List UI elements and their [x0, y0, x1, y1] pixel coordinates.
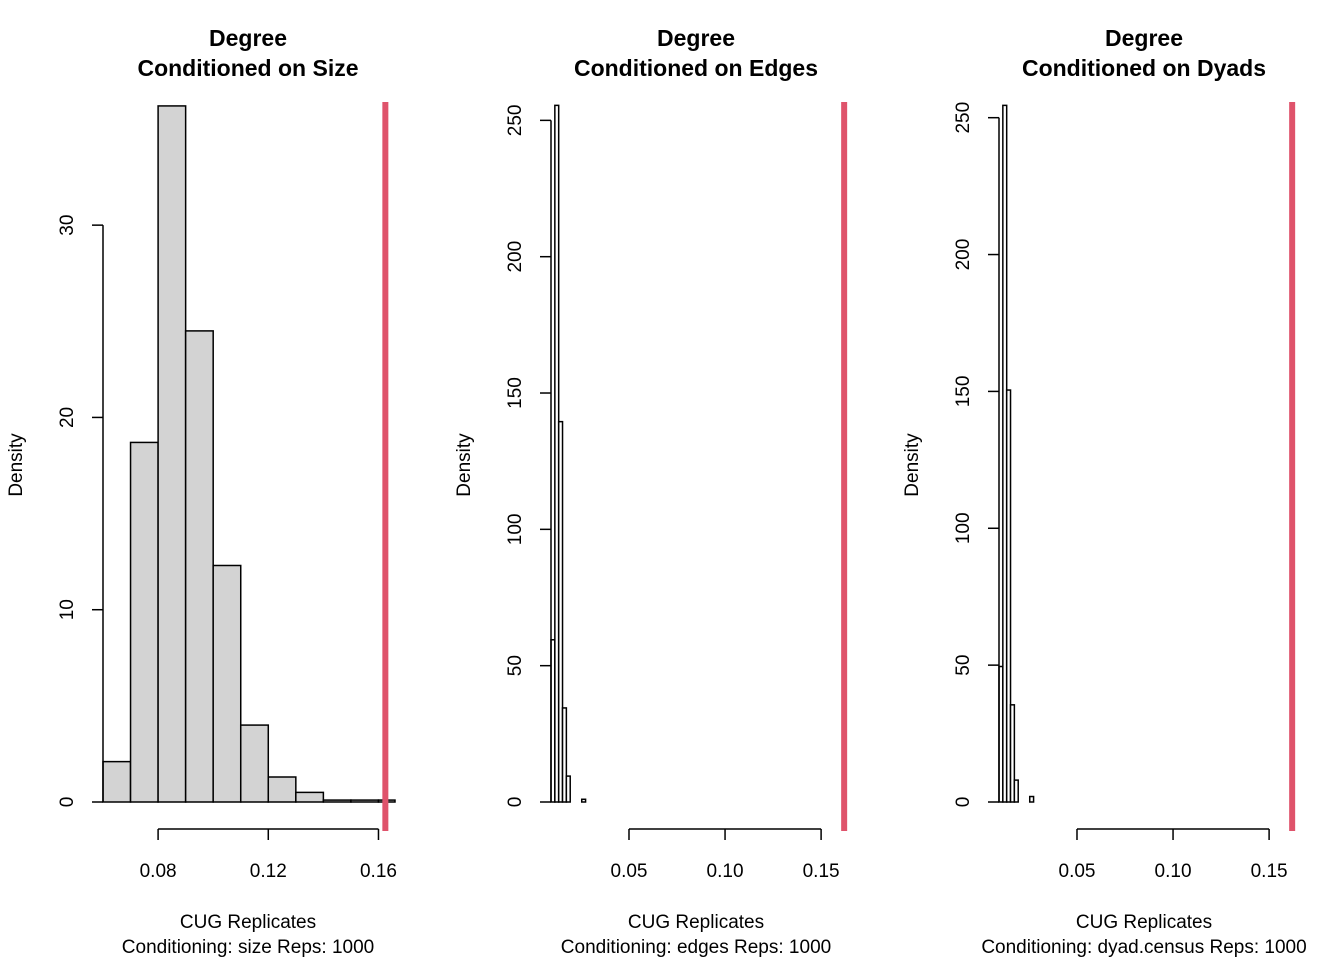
x-axis-label-line1: CUG Replicates [628, 912, 764, 933]
histogram-bar [1028, 795, 1035, 803]
y-axis: 0 10 20 30 [57, 215, 104, 808]
histogram-bar [184, 330, 214, 803]
histogram-bars [102, 105, 396, 803]
y-tick-label: 20 [57, 407, 78, 428]
x-tick-label: 0.16 [360, 861, 397, 882]
y-tick-label: 150 [505, 377, 526, 409]
y-tick-label: 10 [57, 599, 78, 620]
chart-title-line1: Degree [1105, 25, 1183, 51]
y-tick-label: 50 [953, 655, 974, 676]
panel-size: Degree Conditioned on Size 0 10 20 30 0.08 0.12… [6, 25, 397, 958]
histogram-bar [129, 441, 159, 803]
x-axis-label-line2: Conditioning: size Reps: 1000 [122, 937, 374, 958]
y-tick-label: 100 [953, 512, 974, 544]
x-axis-label-line1: CUG Replicates [180, 912, 316, 933]
chart-title-line2: Conditioned on Size [137, 55, 358, 81]
y-tick-label: 250 [953, 102, 974, 134]
y-tick-label: 30 [57, 215, 78, 236]
histogram-bar [322, 799, 352, 803]
y-tick-label: 0 [953, 797, 974, 808]
y-axis: 0 50 100 150 200 250 [953, 102, 1000, 808]
chart-title-line2: Conditioned on Edges [574, 55, 818, 81]
x-tick-label: 0.08 [140, 861, 177, 882]
x-tick-label: 0.15 [1251, 861, 1288, 882]
y-tick-label: 0 [57, 797, 78, 808]
histogram-bar [212, 564, 242, 803]
chart-title-line1: Degree [209, 25, 287, 51]
y-axis-label: Density [6, 433, 27, 497]
x-tick-label: 0.05 [611, 861, 648, 882]
y-axis: 0 50 100 150 200 250 [505, 105, 552, 808]
histogram-bar [157, 105, 187, 803]
y-axis-label: Density [902, 433, 923, 497]
x-tick-label: 0.12 [250, 861, 287, 882]
chart-title-line2: Conditioned on Dyads [1022, 55, 1266, 81]
histogram-bar [239, 724, 270, 803]
x-tick-label: 0.10 [707, 861, 744, 882]
histogram-bar [557, 420, 564, 803]
chart-title-line1: Degree [657, 25, 735, 51]
histogram-bars [998, 104, 1035, 803]
histogram-bar [561, 707, 568, 803]
histogram-bar [350, 799, 380, 803]
histogram-bar [565, 775, 571, 803]
y-tick-label: 150 [953, 376, 974, 408]
x-tick-label: 0.05 [1059, 861, 1096, 882]
x-tick-label: 0.10 [1155, 861, 1192, 882]
x-axis: 0.05 0.10 0.15 [1059, 828, 1288, 882]
histogram-bar [295, 791, 325, 803]
x-axis: 0.05 0.10 0.15 [611, 828, 840, 882]
x-axis: 0.08 0.12 0.16 [140, 828, 397, 882]
histogram-bar [1005, 389, 1012, 803]
histogram-bar [1009, 704, 1016, 803]
x-axis-label-line2: Conditioning: edges Reps: 1000 [561, 937, 831, 958]
histogram-bar [580, 798, 587, 803]
y-axis-label: Density [454, 433, 475, 497]
panel-dyads: Degree Conditioned on Dyads 0 50 100 150 200 25… [902, 25, 1307, 958]
y-tick-label: 200 [953, 239, 974, 271]
y-tick-label: 0 [505, 797, 526, 808]
y-tick-label: 250 [505, 105, 526, 137]
x-tick-label: 0.15 [803, 861, 840, 882]
histogram-bars [550, 104, 587, 803]
x-axis-label-line2: Conditioning: dyad.census Reps: 1000 [981, 937, 1306, 958]
histogram-bar [267, 776, 297, 803]
histogram-bar [1013, 779, 1019, 803]
y-tick-label: 50 [505, 655, 526, 676]
histogram-bar [102, 760, 132, 803]
x-axis-label-line1: CUG Replicates [1076, 912, 1212, 933]
panel-edges: Degree Conditioned on Edges 0 50 100 150 200 25… [454, 25, 848, 958]
y-tick-label: 200 [505, 241, 526, 273]
y-tick-label: 100 [505, 513, 526, 545]
